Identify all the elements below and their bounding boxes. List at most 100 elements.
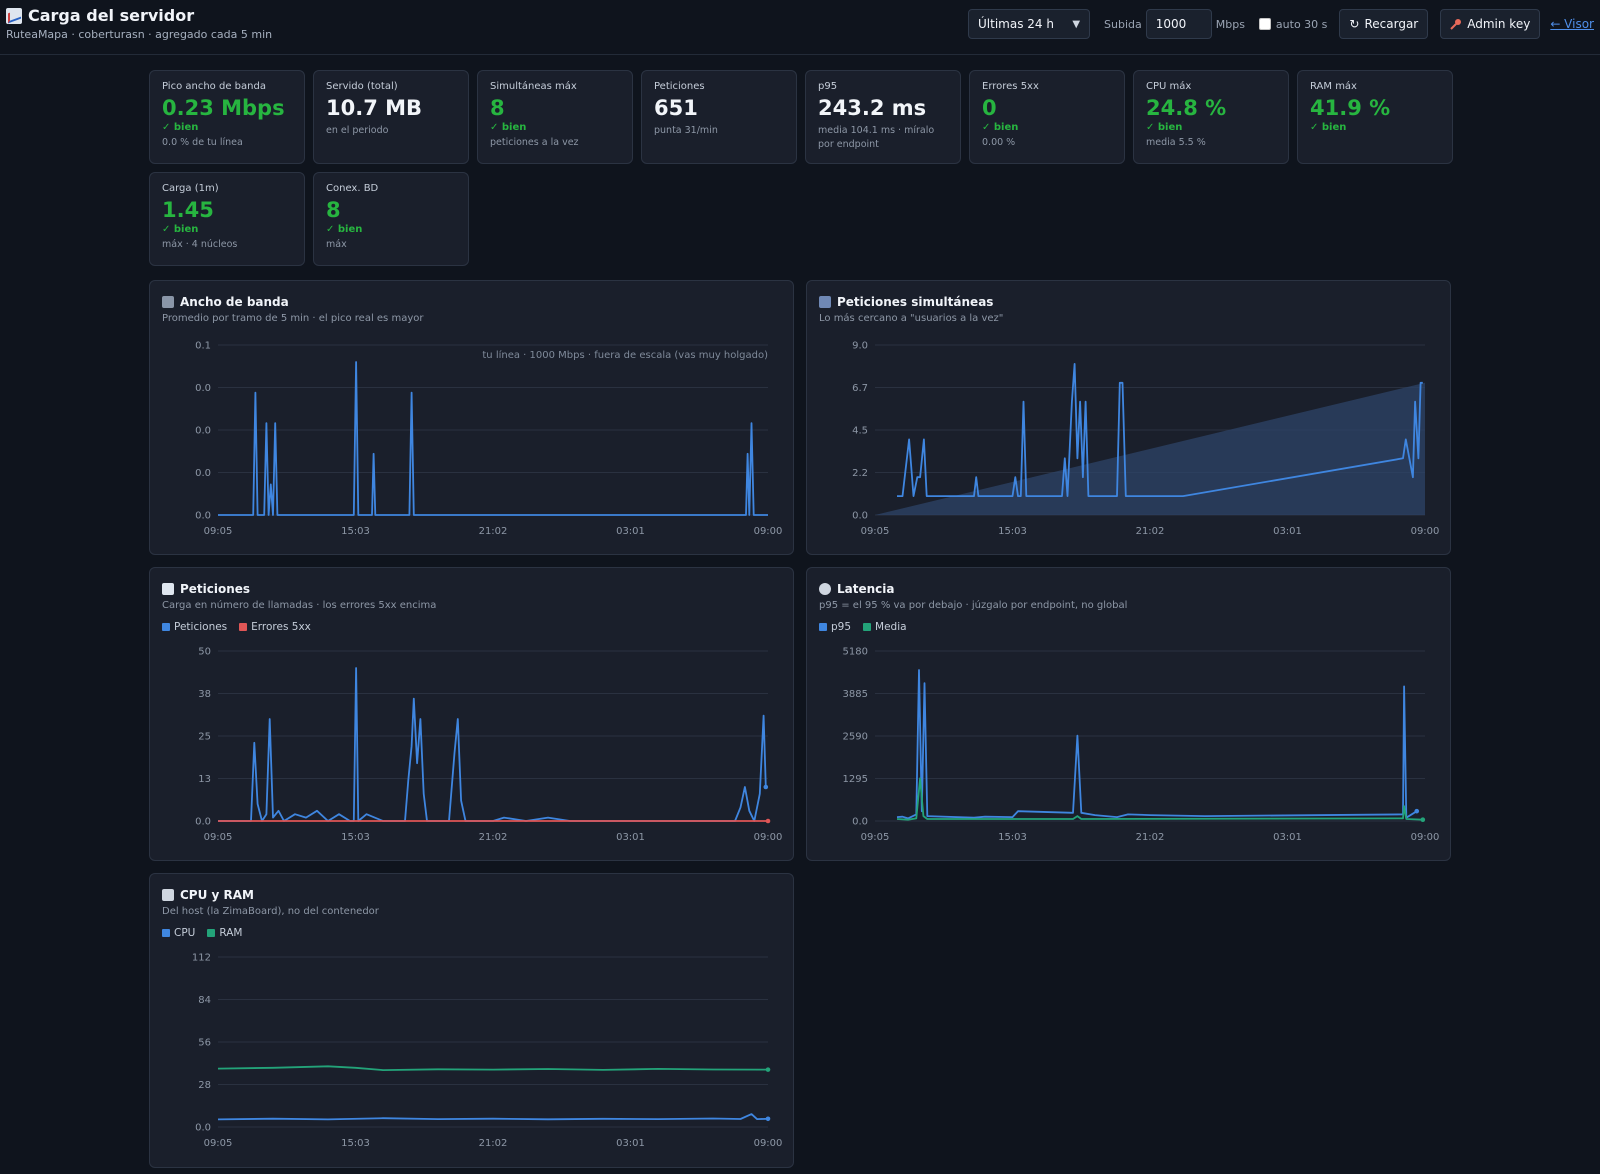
line-capacity-note: tu línea · 1000 Mbps · fuera de escala (… [482,349,768,361]
viewer-link[interactable]: ← Visor [1550,17,1594,31]
y-tick-label: 0.0 [195,511,211,522]
y-tick-label: 0.0 [852,817,868,828]
y-tick-label: 0.0 [852,511,868,522]
stat-label: Conex. BD [326,183,379,194]
y-tick-label: 3885 [843,689,868,700]
stat-card: Errores 5xx 0 ✓ bien 0.00 % [969,70,1125,164]
stat-note: en el periodo [326,125,389,136]
reload-button[interactable]: ↻ Recargar [1339,9,1429,39]
stat-status: ✓ bien [490,122,527,133]
cpu-ram-chart: 112 84 56 28 0.0 09:05 15:03 21:02 03:01 09:00 [192,953,783,1150]
stat-card: CPU máx 24.8 % ✓ bien media 5.5 % [1133,70,1289,164]
series-end-point [1414,808,1420,814]
panel-title: Peticiones simultáneas [819,295,993,309]
series-end-point [763,784,769,790]
admin-key-button[interactable]: Admin key [1440,9,1541,39]
chart-icon [162,583,174,595]
stat-label: CPU máx [1146,81,1192,92]
stat-label: p95 [818,81,838,92]
chart-legend: Peticiones Errores 5xx [162,621,311,633]
stat-status: ✓ bien [1310,122,1347,133]
stat-value: 10.7 MB [326,96,423,120]
legend-label: Peticiones [174,621,228,633]
bandwidth-panel: Ancho de banda Promedio por tramo de 5 m… [149,280,794,555]
users-icon [819,296,831,308]
top-bar: Carga del servidor RuteaMapa · cobertura… [0,0,1600,55]
dashboard-content: Pico ancho de banda 0.23 Mbps ✓ bien 0.0… [149,70,1453,266]
x-tick-label: 09:05 [204,832,233,843]
stat-card: Pico ancho de banda 0.23 Mbps ✓ bien 0.0… [149,70,305,164]
reload-label: Recargar [1364,17,1419,31]
stat-card: Peticiones 651 punta 31/min [641,70,797,164]
x-tick-label: 09:05 [861,526,890,537]
y-tick-label: 9.0 [852,341,868,352]
stat-label: Carga (1m) [162,183,219,194]
x-tick-label: 03:01 [616,832,645,843]
x-tick-label: 21:02 [1136,526,1165,537]
stopwatch-icon [819,583,831,595]
y-tick-label: 56 [198,1038,211,1049]
x-tick-label: 15:03 [341,526,370,537]
x-tick-label: 03:01 [1273,832,1302,843]
concurrent-chart: 9.0 6.7 4.5 2.2 0.0 09:05 15:03 21:02 03:01 09:00 [852,341,1440,538]
y-tick-label: 0.0 [195,426,211,437]
stat-note: 0.0 % de tu línea [162,137,243,148]
legend-label: p95 [831,621,852,633]
series-end-point [1420,817,1426,822]
reload-icon: ↻ [1349,17,1360,31]
stat-card: p95 243.2 ms media 104.1 ms · míralo por… [805,70,961,164]
y-tick-label: 84 [198,995,211,1006]
legend-label: Errores 5xx [251,621,311,633]
stat-label: Pico ancho de banda [162,81,266,92]
upload-input[interactable]: 1000 [1145,9,1212,39]
stat-status: ✓ bien [162,224,199,235]
legend-item: p95 [819,621,851,633]
brand: Carga del servidor RuteaMapa · cobertura… [6,6,272,41]
y-tick-label: 50 [198,647,211,658]
stat-status: ✓ bien [982,122,1019,133]
stat-label: Errores 5xx [982,81,1039,92]
legend-swatch [239,623,248,631]
panel-title: CPU y RAM [162,888,254,902]
series-line [896,777,1423,821]
legend-swatch [162,623,170,631]
legend-swatch [863,623,872,631]
x-tick-label: 03:01 [1273,526,1302,537]
panel-subtitle: Del host (la ZimaBoard), no del contened… [162,906,379,917]
series-line [896,669,1418,820]
stat-note: media 5.5 % [1146,137,1206,148]
page-title-text: Carga del servidor [28,6,195,25]
x-tick-label: 21:02 [1136,832,1165,843]
upload-label: Subida [1104,17,1142,31]
auto-refresh-checkbox[interactable] [1258,18,1271,30]
y-tick-label: 0.0 [195,468,211,479]
y-tick-label: 0.1 [195,341,211,352]
stat-value: 8 [490,96,505,120]
stat-label: RAM máx [1310,81,1357,92]
stat-status: ✓ bien [1146,122,1183,133]
stat-value: 243.2 ms [818,96,927,120]
panel-title: Ancho de banda [162,295,289,309]
x-tick-label: 15:03 [341,832,370,843]
x-tick-label: 09:00 [1411,832,1440,843]
admin-key-label: Admin key [1467,17,1531,31]
auto-refresh-label: auto 30 s [1275,17,1328,31]
stat-card: Conex. BD 8 ✓ bien máx [313,172,469,266]
range-select[interactable]: Últimas 24 h ▼ [968,9,1091,39]
y-tick-label: 6.7 [852,383,868,394]
stat-note: máx [326,239,347,250]
stat-card: Carga (1m) 1.45 ✓ bien máx · 4 núcleos [149,172,305,266]
stat-card: RAM máx 41.9 % ✓ bien [1297,70,1453,164]
area-fill [875,382,1425,515]
x-tick-label: 03:01 [616,1138,645,1149]
stat-status: ✓ bien [326,224,363,235]
bandwidth-chart: 0.1 0.0 0.0 0.0 0.0 09:05 15:03 21:02 03:01 09:00… [195,341,782,538]
x-tick-label: 21:02 [479,1138,508,1149]
legend-label: Media [875,621,907,633]
legend-label: CPU [174,927,196,939]
x-tick-label: 09:00 [1411,526,1440,537]
stat-value: 0 [982,96,997,120]
series-line [217,1065,769,1072]
panel-title: Latencia [819,582,895,596]
legend-label: RAM [219,927,243,939]
